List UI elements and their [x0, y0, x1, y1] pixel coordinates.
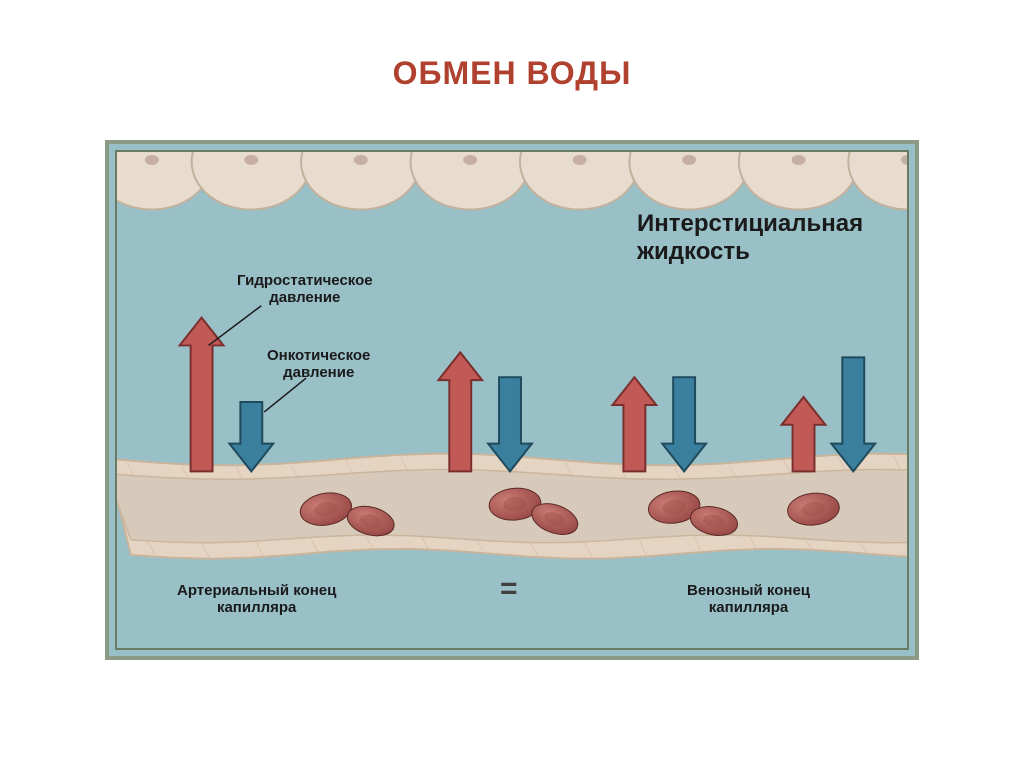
label-hydrostatic: Гидростатическое давление [237, 272, 373, 307]
label-venous: Венозный конец капилляра [687, 582, 810, 617]
label-oncotic: Онкотическое давление [267, 347, 370, 382]
page-title: ОБМЕН ВОДЫ [0, 55, 1024, 92]
label-equals: = [500, 572, 518, 607]
title-text: ОБМЕН ВОДЫ [393, 55, 632, 91]
label-arterial: Артериальный конец капилляра [177, 582, 336, 617]
diagram-frame: Интерстициальная жидкость Гидростатическ… [105, 140, 919, 660]
label-interstitial: Интерстициальная жидкость [637, 210, 863, 265]
diagram-inner: Интерстициальная жидкость Гидростатическ… [115, 150, 909, 650]
